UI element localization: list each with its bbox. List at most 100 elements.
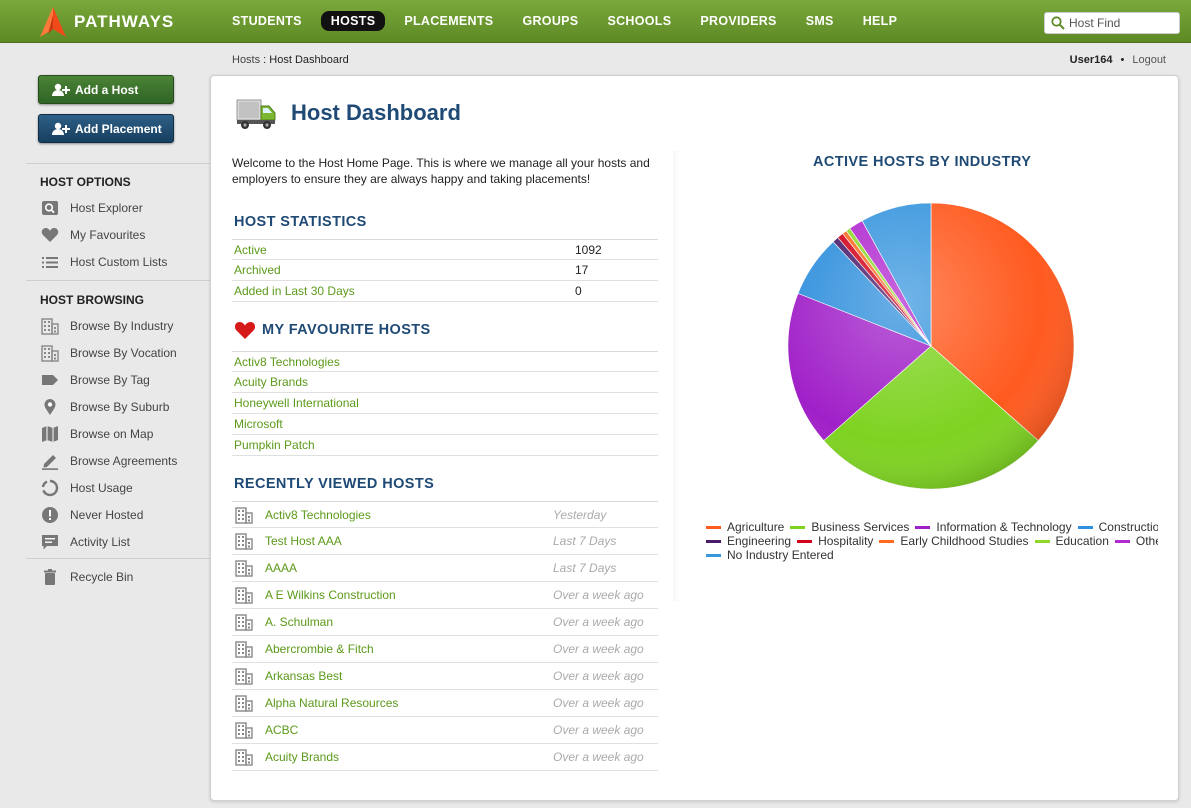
favourite-host-link[interactable]: Honeywell International	[234, 396, 359, 410]
building-icon	[40, 317, 60, 335]
legend-swatch	[790, 525, 806, 529]
nav-groups[interactable]: GROUPS	[522, 14, 579, 28]
sidebar-item-label: Browse Agreements	[70, 454, 178, 468]
sidebar-item-my-favourites[interactable]: My Favourites	[40, 226, 145, 244]
legend-item-construction[interactable]: Construction	[1077, 520, 1158, 534]
sidebar-item-host-usage[interactable]: Host Usage	[40, 479, 133, 497]
host-find-input[interactable]	[1069, 16, 1174, 30]
pathways-logo-icon	[40, 7, 66, 37]
building-icon	[235, 722, 253, 739]
sidebar-item-label: Activity List	[70, 535, 131, 549]
legend-item-no-industry-entered[interactable]: No Industry Entered	[706, 548, 834, 562]
legend-item-other[interactable]: Other	[1114, 534, 1158, 548]
sidebar-item-browse-by-suburb[interactable]: Browse By Suburb	[40, 398, 169, 416]
nav-help[interactable]: HELP	[862, 14, 898, 28]
search-box-icon	[40, 199, 60, 217]
legend-swatch	[1077, 525, 1093, 529]
chat-icon	[40, 533, 60, 551]
stat-label[interactable]: Archived	[234, 263, 281, 277]
legend-item-hospitality[interactable]: Hospitality	[797, 534, 873, 548]
stat-label[interactable]: Added in Last 30 Days	[234, 284, 355, 298]
stat-row-added-in-last-30-days: Added in Last 30 Days 0	[232, 281, 658, 302]
stat-value: 1092	[575, 242, 602, 257]
sidebar-item-recycle-bin[interactable]: Recycle Bin	[40, 568, 133, 586]
nav-students[interactable]: STUDENTS	[232, 14, 302, 28]
sidebar-item-browse-by-vocation[interactable]: Browse By Vocation	[40, 344, 177, 362]
sidebar-item-host-explorer[interactable]: Host Explorer	[40, 199, 143, 217]
nav-schools[interactable]: SCHOOLS	[607, 14, 672, 28]
nav-hosts[interactable]: HOSTS	[320, 11, 386, 31]
building-icon	[235, 695, 253, 712]
sidebar-divider	[26, 280, 210, 281]
sidebar-item-label: Host Custom Lists	[70, 255, 168, 269]
sidebar-item-never-hosted[interactable]: Never Hosted	[40, 506, 143, 524]
nav-placements[interactable]: PLACEMENTS	[404, 14, 494, 28]
chart-legend: Agriculture Business Services Information …	[706, 520, 1158, 562]
table-row: Arkansas Best Over a week ago	[232, 663, 658, 690]
legend-label: No Industry Entered	[727, 548, 834, 562]
last-viewed-time: Over a week ago	[553, 696, 644, 710]
recent-host-link[interactable]: Abercrombie & Fitch	[265, 642, 374, 656]
recent-host-link[interactable]: AAAA	[265, 561, 298, 575]
sidebar-item-browse-agreements[interactable]: Browse Agreements	[40, 452, 177, 470]
recent-host-link[interactable]: Acuity Brands	[265, 750, 340, 764]
stat-row-archived: Archived 17	[232, 260, 658, 281]
sidebar-item-browse-by-industry[interactable]: Browse By Industry	[40, 317, 173, 335]
favourite-host-link[interactable]: Microsoft	[234, 417, 283, 431]
legend-label: Hospitality	[818, 534, 874, 548]
legend-item-engineering[interactable]: Engineering	[706, 534, 791, 548]
stat-label[interactable]: Active	[234, 242, 267, 257]
legend-label: Early Childhood Studies	[900, 534, 1029, 548]
legend-item-information-and-technology[interactable]: Information & Technology	[915, 520, 1072, 534]
logo[interactable]: PATHWAYS	[40, 7, 174, 37]
nav-providers[interactable]: PROVIDERS	[700, 14, 777, 28]
legend-label: Construction	[1098, 520, 1158, 534]
recent-host-link[interactable]: Test Host AAA	[265, 534, 342, 548]
legend-row: Agriculture Business Services Information …	[706, 520, 1158, 534]
nav-sms[interactable]: SMS	[805, 14, 834, 28]
sidebar-item-browse-on-map[interactable]: Browse on Map	[40, 425, 153, 443]
building-icon	[235, 749, 253, 766]
add-user-icon	[52, 122, 70, 135]
page-title: Host Dashboard	[291, 100, 461, 125]
welcome-text: Welcome to the Host Home Page. This is w…	[232, 156, 650, 186]
favourite-host-link[interactable]: Activ8 Technologies	[234, 354, 340, 369]
user-name[interactable]: User164	[1069, 54, 1113, 66]
favourite-host-link[interactable]: Pumpkin Patch	[234, 438, 315, 452]
sidebar-item-activity-list[interactable]: Activity List	[40, 533, 130, 551]
legend-swatch	[797, 539, 813, 543]
top-nav-bar: PATHWAYS STUDENTS HOSTS PLACEMENTS GROUPS SC…	[0, 0, 1191, 43]
sidebar-item-label: Browse By Vocation	[70, 346, 177, 360]
recent-host-link[interactable]: ACBC	[265, 723, 299, 737]
recent-host-link[interactable]: A. Schulman	[265, 615, 334, 629]
add-placement-label: Add Placement	[75, 121, 162, 136]
legend-item-education[interactable]: Education	[1034, 534, 1109, 548]
industry-pie-chart	[787, 202, 1075, 490]
sidebar-item-browse-by-tag[interactable]: Browse By Tag	[40, 371, 150, 389]
add-placement-button[interactable]: Add Placement	[38, 114, 174, 143]
sidebar-item-label: Browse on Map	[70, 427, 154, 441]
recent-host-link[interactable]: A E Wilkins Construction	[265, 588, 396, 602]
recent-host-link[interactable]: Alpha Natural Resources	[265, 696, 399, 710]
legend-swatch	[706, 553, 721, 557]
recent-host-link[interactable]: Activ8 Technologies	[265, 507, 371, 522]
legend-item-business-services[interactable]: Business Services	[790, 520, 909, 534]
sidebar-item-label: Never Hosted	[70, 508, 144, 522]
legend-item-early-childhood-studies[interactable]: Early Childhood Studies	[879, 534, 1029, 548]
sidebar-item-host-custom-lists[interactable]: Host Custom Lists	[40, 253, 167, 271]
host-options-heading: HOST OPTIONS	[40, 175, 131, 189]
logout-link[interactable]: Logout	[1132, 54, 1166, 66]
brand-name: PATHWAYS	[74, 12, 175, 31]
add-host-button[interactable]: Add a Host	[38, 75, 174, 104]
sidebar-item-label: Browse By Industry	[70, 319, 174, 333]
host-find-box[interactable]	[1044, 12, 1180, 34]
list-item: Activ8 Technologies	[232, 351, 658, 372]
table-row: ACBC Over a week ago	[232, 717, 658, 744]
recent-host-link[interactable]: Arkansas Best	[265, 669, 343, 683]
truck-icon	[236, 99, 276, 129]
table-row: A E Wilkins Construction Over a week ago	[232, 582, 658, 609]
building-icon	[235, 614, 253, 631]
breadcrumb-hosts-link[interactable]: Hosts	[232, 54, 261, 66]
favourite-host-link[interactable]: Acuity Brands	[234, 375, 309, 389]
legend-item-agriculture[interactable]: Agriculture	[706, 520, 784, 534]
